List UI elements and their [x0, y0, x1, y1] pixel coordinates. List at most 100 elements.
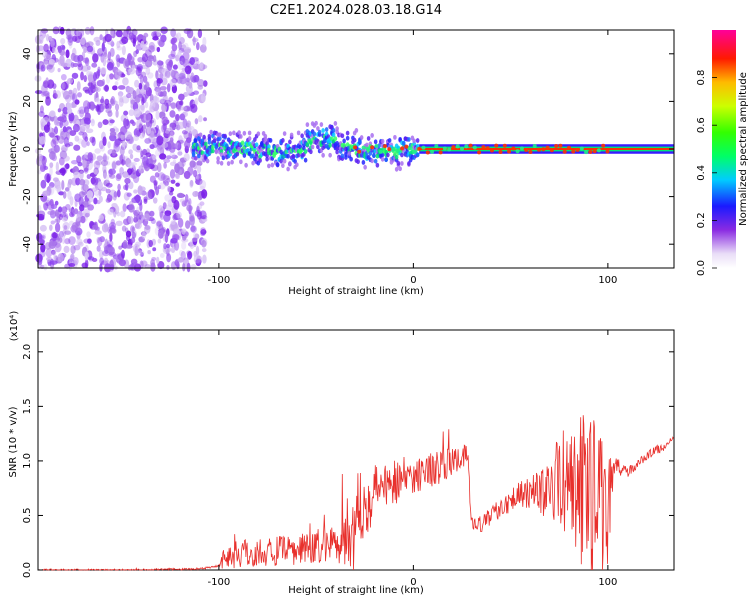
- spectrogram-cell: [186, 120, 192, 128]
- spectrogram-cell: [244, 162, 248, 168]
- spectrogram-cell: [138, 165, 144, 174]
- spectrogram-cell: [394, 166, 399, 172]
- spectrogram-cell: [357, 149, 362, 154]
- spectrogram-cell: [59, 26, 65, 35]
- spectrogram-cell: [109, 232, 113, 242]
- spectrogram-cell: [48, 181, 55, 188]
- spectrogram-cell: [158, 205, 163, 213]
- spectrogram-cell: [69, 130, 77, 136]
- spectrogram-cell: [99, 236, 105, 243]
- spectrogram-cell: [89, 136, 95, 143]
- spectrogram-cell: [72, 62, 79, 68]
- spectrogram-cell: [96, 155, 104, 161]
- spectrogram-cell: [113, 207, 117, 218]
- spectrogram-cell: [291, 154, 296, 160]
- spectrogram-cell: [176, 76, 183, 84]
- spectrogram-cell: [128, 203, 135, 213]
- spectrogram-cell: [114, 81, 119, 86]
- spectrogram-cell: [134, 194, 141, 204]
- spectrogram-cell: [84, 64, 90, 73]
- spectrogram-cell: [57, 68, 61, 73]
- spectrogram-cell: [421, 145, 426, 150]
- spectrogram-cell: [122, 240, 128, 250]
- spectrogram-cell: [54, 242, 62, 253]
- spectrogram-cell: [41, 83, 48, 94]
- spectrogram-cell: [170, 28, 177, 38]
- spectrogram-cell: [79, 204, 85, 212]
- spectrogram-cell: [173, 199, 180, 210]
- spectrogram-cell: [104, 84, 109, 92]
- spectrogram-cell: [179, 106, 187, 111]
- spectrogram-cell: [102, 155, 110, 161]
- spectrogram-cell: [194, 174, 201, 182]
- spectrogram-cell: [37, 213, 45, 221]
- spectrogram-cell: [571, 149, 576, 154]
- spectrogram-cell: [128, 149, 133, 155]
- spectrogram-cell: [384, 157, 388, 163]
- snr-y-tick-label: 0.5: [22, 508, 33, 524]
- spectrogram-cell: [175, 113, 180, 122]
- spectrogram-cell: [52, 83, 57, 89]
- snr-x-label: Height of straight line (km): [288, 585, 424, 596]
- spectrogram-cell: [150, 44, 158, 52]
- spectrogram-cell: [415, 138, 420, 143]
- spectrogram-cell: [160, 173, 167, 181]
- spectrogram-cell: [596, 148, 601, 153]
- spectrogram-cell: [166, 155, 172, 160]
- spectrogram-cell: [328, 142, 332, 148]
- spectrogram-cell: [102, 250, 110, 257]
- spectrogram-cell: [312, 131, 317, 137]
- spectrogram-cell: [111, 149, 117, 156]
- spectrogram-cell: [316, 126, 320, 131]
- spectrogram-cell: [157, 238, 162, 244]
- spectrogram-cell: [113, 143, 120, 153]
- spectrogram-cell: [164, 194, 172, 202]
- spectrogram-x-label: Height of straight line (km): [288, 286, 424, 297]
- spectrogram-cell: [314, 120, 318, 126]
- spectrogram-cell: [67, 89, 75, 98]
- spectrogram-cell: [114, 204, 120, 215]
- spectrogram-cell: [203, 117, 207, 122]
- spectrogram-cell: [190, 225, 196, 232]
- spectrogram-cell: [83, 184, 89, 191]
- spectrogram-cell: [151, 137, 157, 143]
- spectrogram-cell: [171, 43, 178, 52]
- spectrogram-cell: [107, 110, 113, 117]
- spectrogram-cell: [183, 153, 190, 162]
- spectrogram-cell: [136, 145, 141, 151]
- spectrogram-cell: [110, 98, 115, 105]
- spectrogram-cell: [98, 214, 104, 222]
- spectrogram-cell: [207, 133, 212, 139]
- spectrogram-cell: [166, 243, 170, 249]
- spectrogram-cell: [50, 264, 55, 270]
- spectrogram-cell: [70, 159, 79, 165]
- spectrogram-cell: [121, 45, 126, 56]
- spectrogram-cell: [73, 208, 79, 215]
- spectrogram-cell: [207, 139, 212, 145]
- spectrogram-cell: [331, 132, 336, 138]
- spectrogram-cell: [37, 239, 46, 244]
- spectrogram-cell: [153, 132, 158, 138]
- spectrogram-cell: [137, 185, 143, 196]
- spectrogram-cell: [162, 202, 167, 210]
- spectrogram-cell: [127, 216, 134, 224]
- spectrogram-cell: [43, 201, 49, 211]
- spectrogram-cell: [55, 161, 59, 172]
- spectrogram-cell: [142, 53, 148, 63]
- spectrogram-cell: [178, 250, 184, 256]
- spectrogram-cell: [93, 197, 98, 205]
- spectrogram-cell: [147, 249, 151, 255]
- spectrogram-cell: [143, 225, 151, 234]
- spectrogram-cell: [141, 96, 145, 106]
- spectrogram-cell: [49, 224, 53, 231]
- spectrogram-cell: [70, 52, 76, 61]
- spectrogram-cell: [340, 153, 345, 159]
- spectrogram-cell: [127, 162, 135, 168]
- spectrogram-cell: [62, 155, 70, 162]
- spectrogram-cell: [157, 59, 162, 70]
- spectrogram-cell: [186, 262, 191, 273]
- spectrogram-cell: [133, 108, 141, 118]
- spectrogram-cell: [199, 61, 204, 70]
- spectrogram-cell: [131, 28, 138, 37]
- spectrogram-cell: [177, 151, 183, 156]
